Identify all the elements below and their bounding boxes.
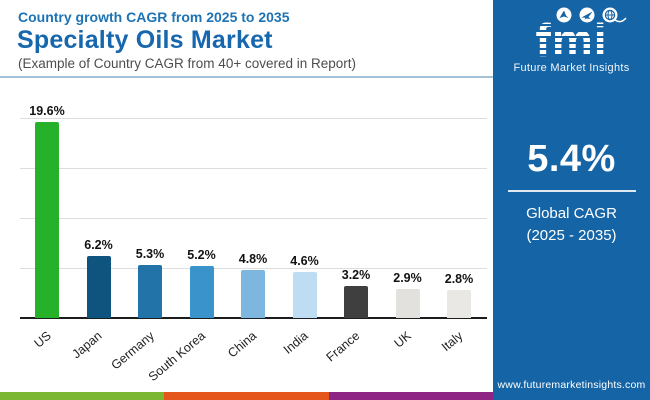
bar-japan [86, 256, 111, 318]
fmi-logo: fmi Future Market Insights [493, 6, 650, 74]
global-cagr-value: 5.4% [527, 138, 616, 180]
bar-germany [138, 265, 162, 318]
bar-uk [395, 289, 420, 318]
global-cagr-label: Global CAGR [526, 205, 617, 222]
airplane-icon [579, 7, 595, 23]
gridline-10 [20, 218, 487, 219]
x-axis-line [20, 317, 487, 319]
global-cagr-stat: 5.4% Global CAGR (2025 - 2035) [493, 138, 650, 247]
value-label-china: 4.8% [238, 252, 268, 266]
value-label-japan: 6.2% [84, 238, 113, 252]
sidebar: fmi Future Market Insights 5.4% Global C… [493, 0, 650, 400]
fmi-logo-text: fmi [535, 14, 608, 66]
category-label-uk: UK [391, 328, 414, 351]
gridline-5 [20, 268, 487, 269]
category-label-us: US [31, 328, 54, 351]
value-label-uk: 2.9% [393, 271, 422, 285]
bar-france [344, 286, 368, 318]
category-label-india: India [281, 328, 311, 357]
fmi-logo-wordmark: fmi [535, 17, 608, 63]
fmi-logo-icons [556, 7, 627, 23]
strip-segment-2 [164, 392, 329, 400]
category-label-japan: Japan [69, 328, 105, 362]
value-label-france: 3.2% [341, 268, 371, 282]
website-link[interactable]: www.futuremarketinsights.com [497, 379, 646, 391]
global-cagr-period: (2025 - 2035) [526, 227, 617, 244]
category-label-italy: Italy [438, 328, 466, 355]
value-label-us: 19.6% [29, 104, 65, 118]
bar-italy [447, 290, 471, 318]
bar-india [292, 272, 317, 318]
bar-china [241, 270, 265, 318]
bar-south-korea [189, 266, 214, 318]
value-label-germany: 5.3% [135, 247, 165, 261]
header-divider [0, 76, 493, 78]
footer-color-strip [0, 392, 493, 400]
value-label-south-korea: 5.2% [187, 248, 216, 262]
strip-segment-1 [0, 392, 165, 400]
bar-chart: 19.6% US 6.2% Japan 5.3% Germany 5.2% South Kor… [20, 104, 487, 384]
logo-swoosh [614, 17, 627, 23]
category-label-france: France [323, 328, 363, 365]
fmi-logo-tagline: Future Market Insights [513, 62, 630, 75]
strip-segment-3 [328, 392, 493, 400]
value-label-italy: 2.8% [444, 272, 474, 286]
globe-icon [602, 7, 618, 23]
bar-us [35, 122, 59, 318]
category-label-germany: Germany [108, 328, 157, 373]
page-title: Specialty Oils Market [17, 26, 273, 54]
category-label-china: China [225, 328, 260, 361]
gridline-20 [20, 118, 487, 119]
chart-kicker: Country growth CAGR from 2025 to 2035 [18, 9, 290, 25]
chart-subtitle: (Example of Country CAGR from 40+ covere… [18, 56, 357, 71]
value-label-india: 4.6% [290, 254, 319, 268]
stat-divider [507, 190, 636, 192]
gridline-15 [20, 168, 487, 169]
origami-bird-icon [556, 7, 572, 23]
